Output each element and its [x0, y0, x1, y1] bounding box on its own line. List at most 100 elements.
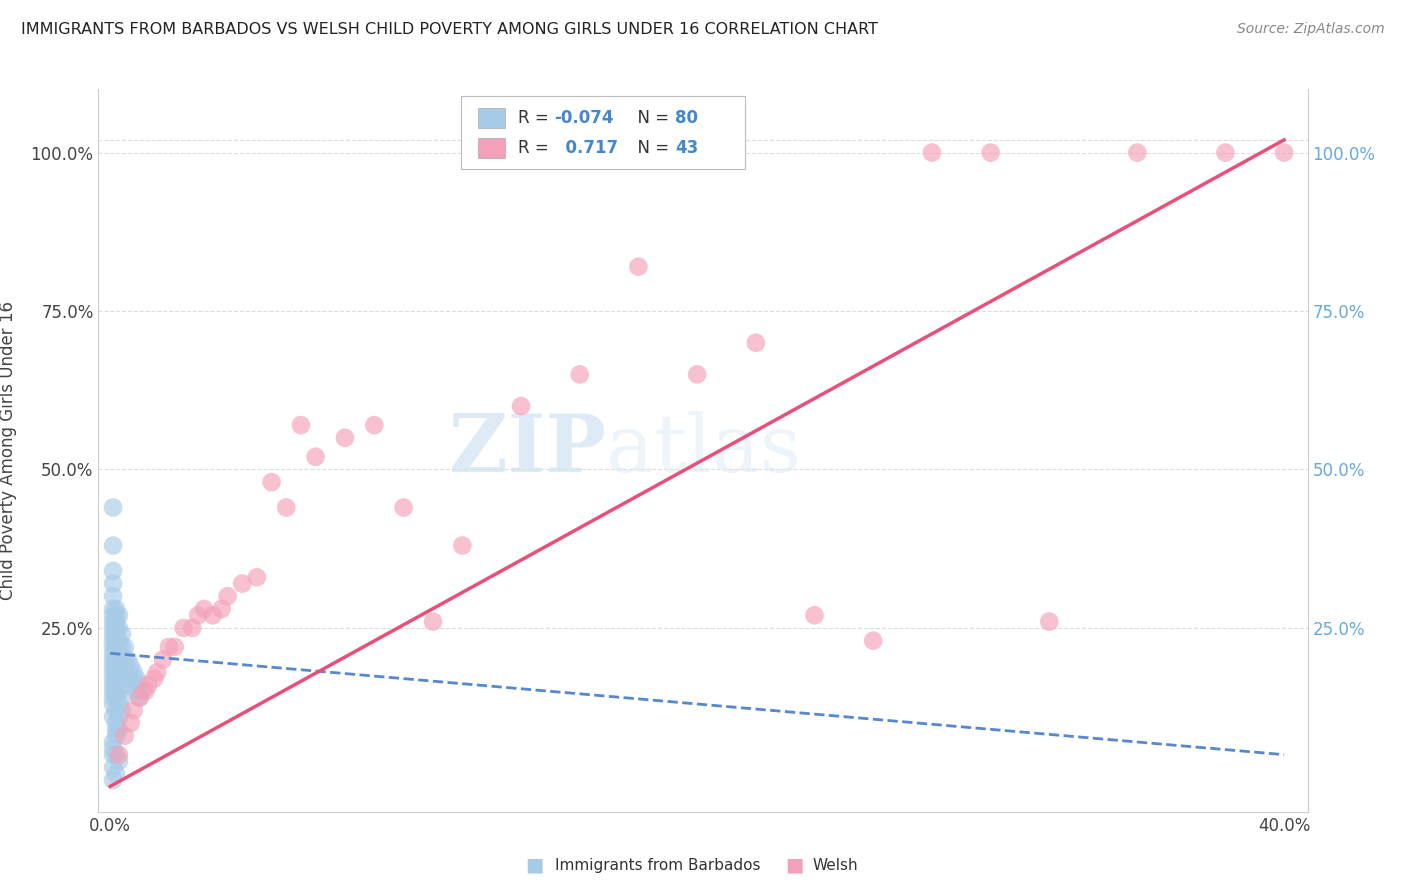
Point [105, 608, 128, 623]
Point [921, 145, 943, 160]
Point [568, 368, 591, 382]
Point [803, 608, 825, 623]
Point [101, 539, 124, 553]
Text: atlas: atlas [606, 411, 801, 490]
Point [111, 652, 134, 666]
Point [101, 608, 124, 623]
Point [101, 589, 124, 603]
Point [105, 640, 128, 654]
Text: N =: N = [627, 109, 675, 127]
Point [105, 716, 128, 731]
Point [101, 665, 124, 680]
Point [111, 690, 134, 705]
Point [157, 640, 180, 654]
Point [101, 627, 124, 641]
Point [108, 754, 131, 768]
Point [422, 615, 444, 629]
Point [108, 659, 131, 673]
Point [745, 335, 768, 350]
Point [304, 450, 326, 464]
Point [105, 723, 128, 737]
Point [1272, 145, 1295, 160]
Point [101, 690, 124, 705]
Point [211, 602, 233, 616]
FancyBboxPatch shape [478, 138, 505, 158]
Point [105, 678, 128, 692]
Point [231, 576, 253, 591]
Point [101, 735, 124, 749]
Point [451, 539, 474, 553]
Point [122, 703, 145, 717]
Point [105, 633, 128, 648]
Point [101, 678, 124, 692]
Point [101, 697, 124, 711]
Point [108, 646, 131, 660]
Point [105, 729, 128, 743]
FancyBboxPatch shape [461, 96, 745, 169]
Point [101, 602, 124, 616]
Point [101, 709, 124, 723]
Point [101, 760, 124, 774]
Point [363, 418, 385, 433]
Text: R =: R = [517, 109, 554, 127]
Point [187, 608, 209, 623]
Point [105, 703, 128, 717]
Point [105, 672, 128, 686]
Text: -0.074: -0.074 [554, 109, 614, 127]
Point [111, 665, 134, 680]
Point [114, 729, 136, 743]
Point [108, 747, 131, 762]
Point [143, 672, 166, 686]
Text: Immigrants from Barbados: Immigrants from Barbados [555, 858, 761, 872]
Point [105, 627, 128, 641]
Point [128, 690, 150, 705]
Point [117, 652, 139, 666]
Point [111, 703, 134, 717]
Text: ZIP: ZIP [450, 411, 606, 490]
Point [111, 640, 134, 654]
Point [686, 368, 709, 382]
Point [114, 652, 136, 666]
Point [510, 399, 533, 413]
Point [114, 665, 136, 680]
Point [105, 747, 128, 762]
Point [108, 608, 131, 623]
Point [105, 652, 128, 666]
Point [120, 716, 142, 731]
Point [105, 621, 128, 635]
Point [108, 723, 131, 737]
Point [108, 709, 131, 723]
Point [181, 621, 204, 635]
Point [1215, 145, 1237, 160]
Point [136, 678, 159, 692]
Point [1126, 145, 1149, 160]
Point [1038, 615, 1060, 629]
Point [105, 646, 128, 660]
Point [101, 747, 124, 762]
Point [114, 640, 136, 654]
Text: Source: ZipAtlas.com: Source: ZipAtlas.com [1237, 22, 1385, 37]
Point [217, 589, 239, 603]
Point [333, 431, 356, 445]
Point [101, 772, 124, 787]
Text: 43: 43 [675, 138, 699, 156]
Point [125, 684, 148, 698]
Point [105, 766, 128, 780]
Point [105, 665, 128, 680]
Point [101, 615, 124, 629]
Point [105, 659, 128, 673]
Point [101, 646, 124, 660]
Point [101, 633, 124, 648]
Point [120, 659, 142, 673]
Text: 80: 80 [675, 109, 699, 127]
Point [101, 576, 124, 591]
Point [101, 564, 124, 578]
Point [862, 633, 884, 648]
Text: N =: N = [627, 138, 675, 156]
Point [122, 665, 145, 680]
Point [193, 602, 215, 616]
Point [128, 690, 150, 705]
Point [105, 602, 128, 616]
Point [246, 570, 269, 584]
Point [122, 678, 145, 692]
